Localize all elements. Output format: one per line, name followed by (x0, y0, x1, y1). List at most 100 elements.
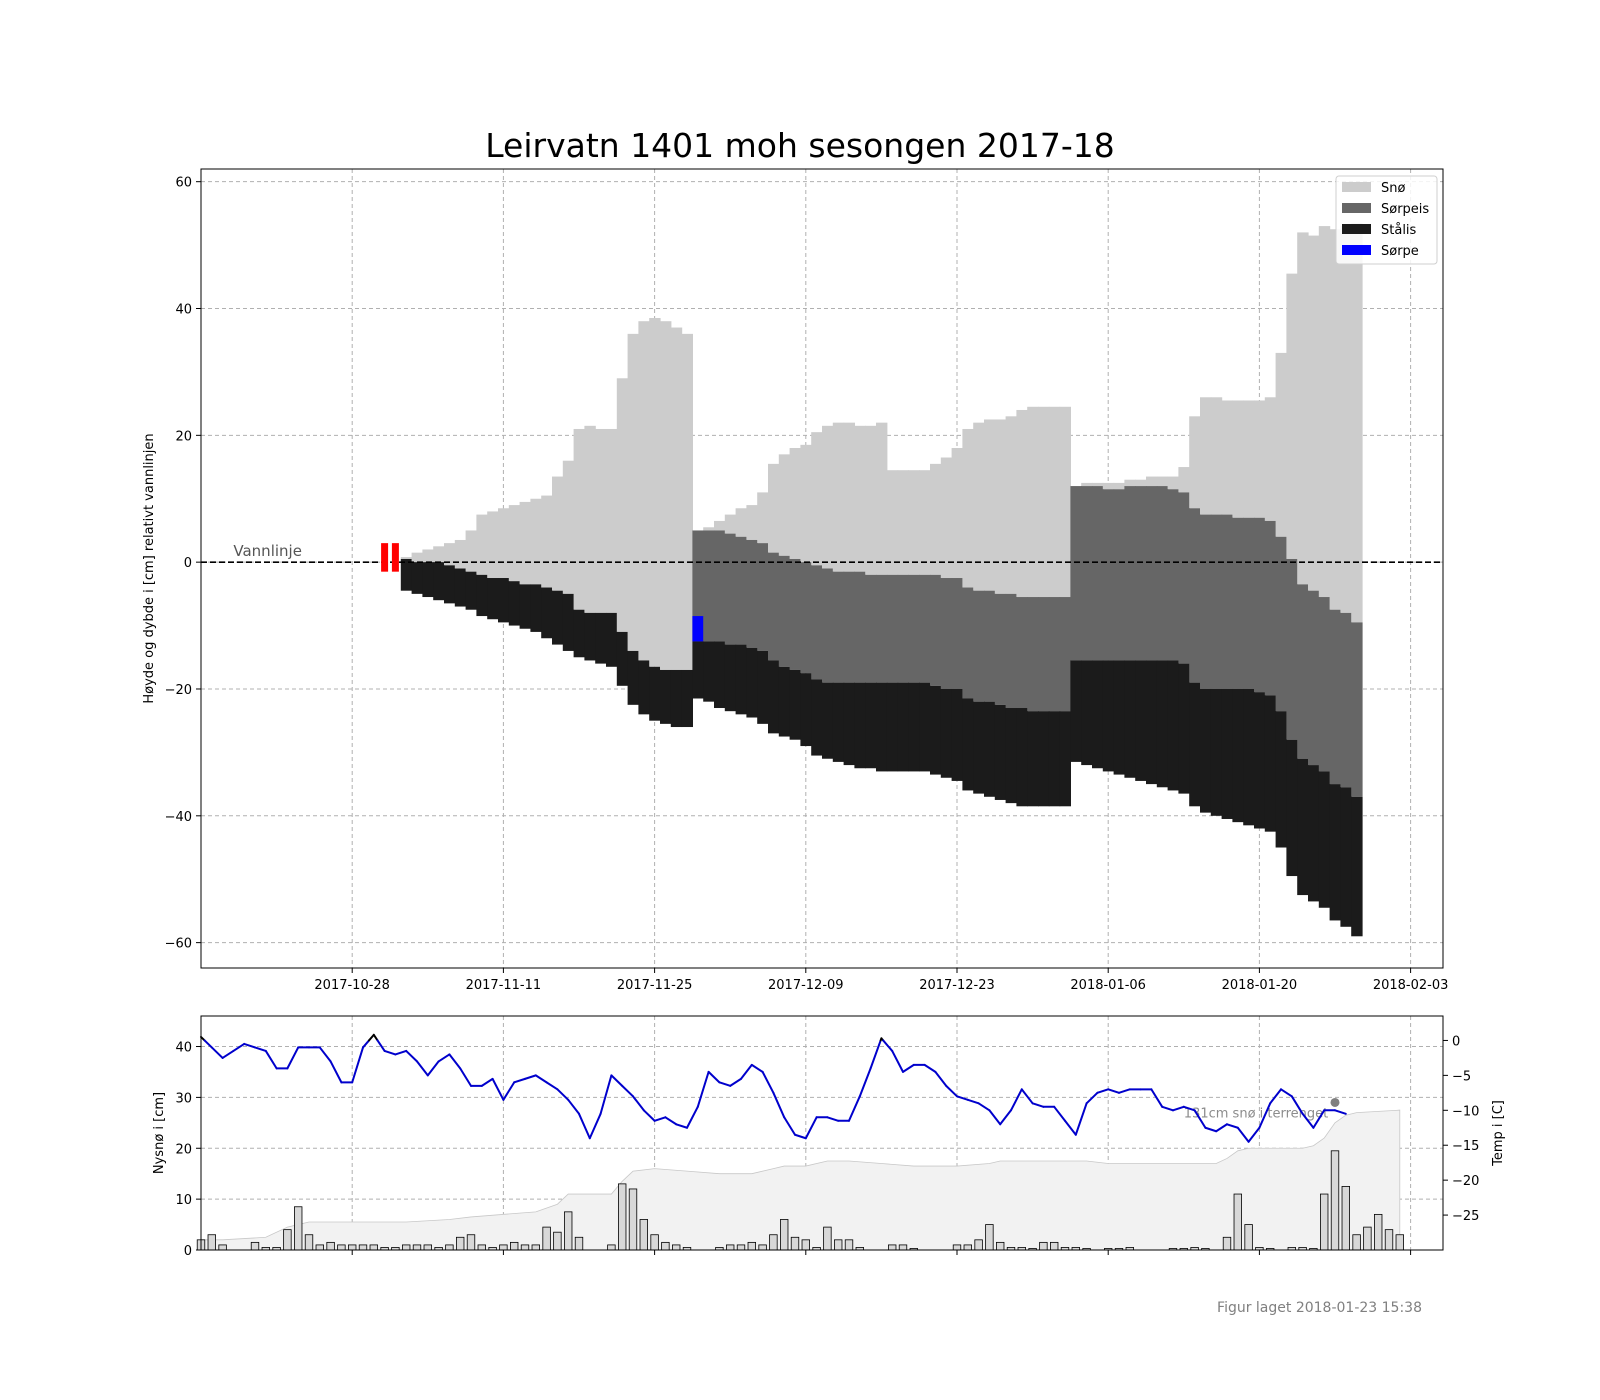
x-tick-label: 2017-11-11 (466, 978, 542, 993)
black-ice-bar (1027, 711, 1039, 807)
new-snow-bar (1341, 1186, 1350, 1251)
y2-tick-label: −25 (1452, 1209, 1479, 1224)
temperature-line (318, 1046, 332, 1063)
slush-ice-bar (1254, 517, 1266, 693)
slush-ice-bar (1275, 536, 1287, 712)
slush-ice-bar (951, 578, 963, 689)
snow-bar (1318, 226, 1331, 598)
temperature-line (1182, 1105, 1196, 1112)
ice-start-marker (381, 543, 389, 572)
temperature-line (1010, 1088, 1023, 1112)
temperature-line (394, 1049, 408, 1056)
snow-bar (789, 448, 801, 559)
snow-bar (584, 425, 596, 613)
new-snow-bar (1384, 1229, 1394, 1251)
snow-bar (1146, 476, 1158, 487)
new-snow-bar (315, 1244, 324, 1251)
new-snow-bar (1352, 1234, 1361, 1251)
snow-bar (487, 511, 499, 579)
snow-bar (800, 444, 812, 563)
temperature-line (988, 1109, 1002, 1126)
temperature-line (1085, 1091, 1099, 1105)
legend-swatch (1342, 182, 1371, 192)
temperature-line (621, 1084, 634, 1098)
y2-tick-label: −5 (1452, 1069, 1471, 1084)
black-ice-bar (681, 669, 693, 728)
temperature-line (1247, 1126, 1261, 1143)
black-ice-bar (508, 581, 521, 626)
temperature-line (1161, 1105, 1174, 1112)
snow-bar (1351, 222, 1363, 623)
temperature-line (1334, 1109, 1347, 1115)
snow-bar (876, 422, 888, 575)
black-ice-bar (714, 641, 726, 709)
temperature-line (459, 1067, 472, 1087)
slush-ice-bar (994, 593, 1007, 705)
snow-bar (1200, 397, 1212, 515)
y-axis-label: Nysnø i [cm] (152, 1092, 167, 1174)
temperature-line (848, 1095, 861, 1122)
black-ice-bar (660, 669, 672, 724)
black-ice-bar (930, 685, 942, 775)
snow-bar (508, 505, 521, 582)
black-ice-bar (552, 590, 564, 645)
black-ice-bar (1264, 695, 1277, 832)
black-ice-bar (778, 666, 791, 737)
temperature-line (1226, 1123, 1239, 1129)
temperature-line (1258, 1102, 1272, 1129)
snow-bar (1092, 482, 1104, 487)
slush-ice-bar (1027, 597, 1039, 712)
new-snow-bar (672, 1244, 681, 1251)
snow-bar (627, 333, 639, 651)
black-ice-bar (1038, 711, 1050, 807)
black-ice-bar (940, 688, 953, 778)
new-snow-bar (974, 1239, 983, 1251)
temperature-line (707, 1070, 721, 1084)
snow-bar (1275, 352, 1287, 537)
snow-depth-area (200, 1109, 1401, 1251)
new-snow-bar (823, 1226, 832, 1251)
temperature-line (1280, 1088, 1293, 1098)
temperature-line (1312, 1109, 1326, 1129)
snow-bar (1135, 479, 1147, 487)
plot-frame (200, 168, 1444, 969)
slush-ice-bar (1124, 486, 1136, 661)
black-ice-bar (1146, 660, 1158, 785)
plot-frame (200, 1015, 1444, 1251)
new-snow-bar (1050, 1241, 1059, 1251)
legend-swatch (1342, 245, 1371, 255)
ice-start-marker (391, 543, 399, 572)
snow-bar (843, 422, 855, 572)
snow-bar (984, 419, 996, 591)
black-ice-bar (822, 682, 834, 759)
temperature-line (1204, 1126, 1218, 1133)
y2-axis-label: Temp i [C] (1491, 1100, 1506, 1167)
black-ice-bar (411, 562, 423, 594)
black-ice-bar (562, 593, 575, 651)
slush-ice-bar (1232, 517, 1244, 689)
temperature-line (1074, 1102, 1088, 1136)
temperature-line (416, 1060, 429, 1077)
black-ice-bar (476, 574, 488, 617)
snow-bar (778, 454, 791, 556)
slush-ice-bar (1221, 514, 1233, 689)
black-ice-bar (1102, 660, 1115, 772)
black-ice-bar (530, 584, 542, 632)
legend: Snø Sørpeis Stålis Sørpe (1335, 175, 1438, 265)
temperature-line (1269, 1088, 1282, 1105)
new-snow-bar (402, 1244, 411, 1251)
black-ice-bar (768, 660, 780, 734)
black-ice-bar (994, 704, 1007, 800)
x-tick-label: 2017-10-28 (314, 978, 390, 993)
snow-bar (746, 505, 758, 540)
snow-bar (411, 552, 423, 563)
y-tick-label: 40 (175, 1041, 192, 1056)
black-ice-bar (973, 701, 985, 794)
snow-bar (919, 470, 931, 575)
black-ice-bar (746, 647, 758, 718)
y-tick-label: 10 (175, 1193, 192, 1208)
new-snow-bar (304, 1234, 314, 1251)
snow-bar (1221, 400, 1233, 515)
legend-swatch (1342, 224, 1371, 234)
snow-bar (519, 501, 531, 585)
